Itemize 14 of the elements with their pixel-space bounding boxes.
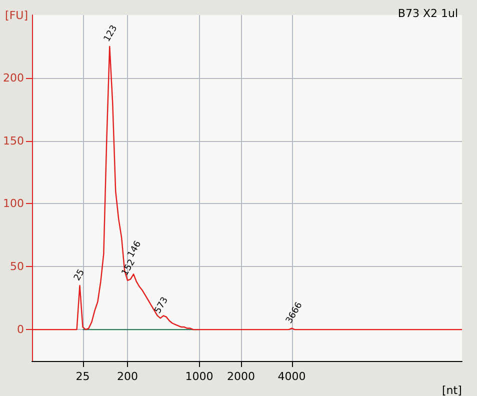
y-tick-label: 150 — [2, 134, 24, 148]
chart-title: B73 X2 1ul — [398, 7, 458, 20]
annotation: 25 — [72, 268, 87, 283]
y-axis-title: [FU] — [5, 9, 28, 22]
y-tick-label: 100 — [2, 197, 24, 210]
x-tick-label: 200 — [117, 370, 138, 383]
y-tick-label: 200 — [2, 71, 24, 84]
x-tick-label: 1000 — [185, 370, 214, 383]
x-axis-title: [nt] — [442, 384, 462, 396]
y-tick-label: 0 — [16, 323, 24, 336]
x-tick-label: 4000 — [278, 370, 306, 383]
y-tick-label: 50 — [10, 260, 24, 274]
x-tick-label: 25 — [76, 370, 90, 383]
x-tick-label: 2000 — [227, 370, 256, 383]
